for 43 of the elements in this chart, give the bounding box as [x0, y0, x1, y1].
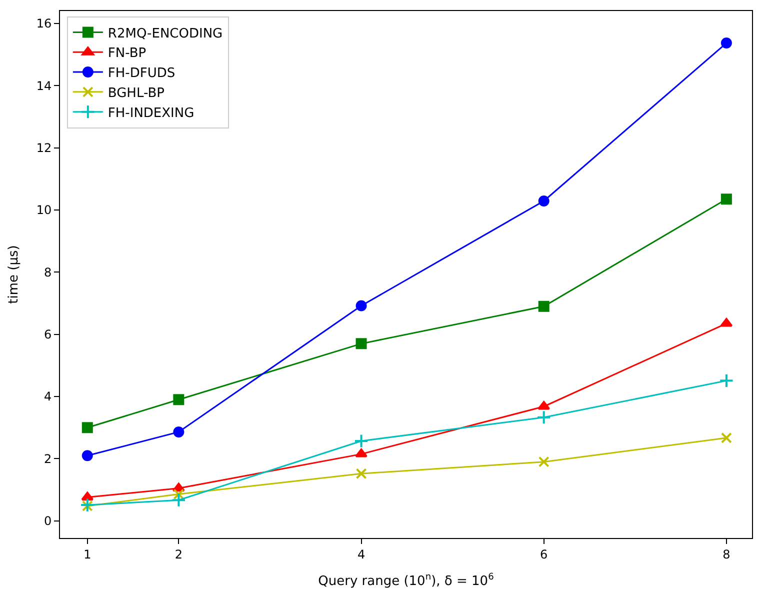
legend-label: FH-DFUDS	[108, 66, 176, 82]
x-tick-label: 8	[722, 547, 730, 562]
point	[720, 38, 732, 49]
legend-label: FH-INDEXING	[108, 106, 194, 121]
y-tick-label: 16	[36, 16, 52, 31]
x-tick-label: 2	[174, 547, 182, 562]
y-tick-label: 12	[36, 141, 52, 155]
y-tick-label: 2	[44, 452, 52, 466]
point	[538, 300, 550, 312]
point	[173, 394, 184, 406]
y-tick-label: 8	[44, 265, 52, 280]
point	[82, 450, 93, 462]
x-tick-label: 1	[84, 547, 92, 562]
point	[173, 426, 184, 438]
y-tick-label: 14	[36, 78, 52, 93]
y-axis-title: time (μs)	[6, 245, 22, 304]
y-tick-label: 0	[44, 514, 52, 528]
point	[538, 195, 550, 206]
point	[356, 300, 367, 312]
x-axis-title: Query range (10$^{n}$), δ = 10$^{6}$	[318, 572, 494, 589]
point	[720, 318, 733, 327]
point	[355, 448, 368, 458]
point	[354, 434, 369, 448]
point	[536, 410, 552, 425]
point	[356, 468, 367, 480]
point	[82, 422, 93, 434]
y-tick-label: 10	[36, 203, 52, 218]
legend-label: R2MQ-ENCODING	[108, 26, 223, 42]
x-tick-label: 6	[540, 547, 548, 562]
point	[719, 373, 734, 388]
y-tick-label: 6	[44, 328, 52, 342]
point	[538, 400, 550, 410]
point	[720, 194, 732, 205]
point	[81, 492, 94, 501]
legend-label: BGHL-BP	[108, 86, 165, 101]
y-tick-label: 4	[44, 390, 52, 404]
point	[356, 338, 367, 350]
point	[173, 488, 184, 500]
point	[720, 432, 732, 444]
x-tick-label: 4	[357, 547, 366, 562]
legend-label: FN-BP	[108, 46, 146, 62]
point	[171, 492, 186, 508]
point	[538, 456, 550, 468]
